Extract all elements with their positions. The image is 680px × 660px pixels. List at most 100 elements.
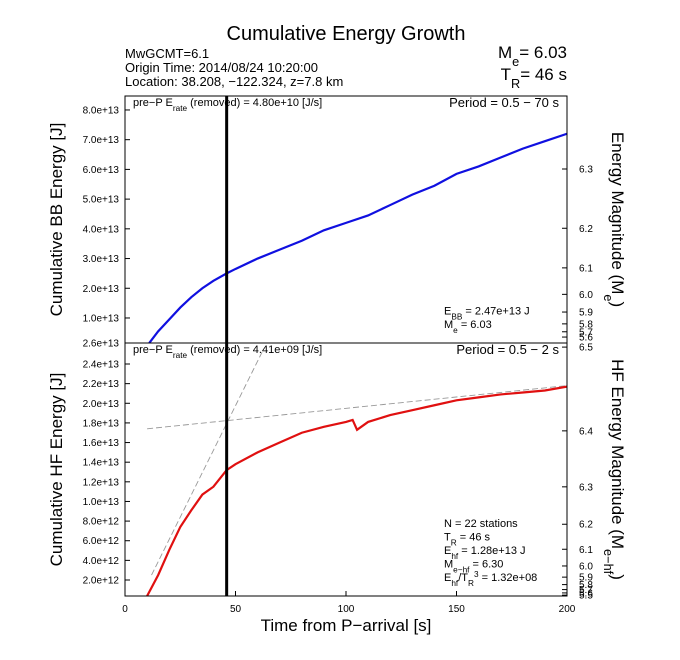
- y2-axis-label-part: ): [608, 301, 627, 307]
- note-part: M: [444, 319, 453, 331]
- y-tick-label: 2.4e+13: [83, 360, 120, 371]
- y2-axis-label: Energy Magnitude (Me): [602, 132, 628, 307]
- note-part: 3: [474, 570, 479, 579]
- chart-title: Cumulative Energy Growth: [227, 23, 466, 45]
- y2-tick-label: 6.2: [579, 224, 593, 235]
- y-tick-label: 6.0e+12: [83, 536, 120, 547]
- rupture-time: TR= 46 s: [501, 65, 567, 91]
- y-tick-label: 7.0e+13: [83, 135, 120, 146]
- y2-tick-label: 5.7: [579, 327, 593, 338]
- note-part: hf: [451, 579, 459, 588]
- x-tick-label: 50: [230, 604, 242, 615]
- y2-tick-label: 5.6: [579, 588, 593, 599]
- y2-tick-label: 5.9: [579, 308, 593, 319]
- pre-p-rate-part: pre−P E: [133, 344, 173, 356]
- energy-curve: [146, 385, 567, 596]
- y2-tick-label: 6.2: [579, 520, 593, 531]
- pre-p-rate-part: (removed) = 4.80e+10 [J/s]: [187, 97, 322, 109]
- rupture-time-part: R: [511, 76, 520, 91]
- note-part: M: [444, 559, 453, 571]
- y2-tick-label: 5.9: [579, 573, 593, 584]
- y-tick-label: 3.0e+13: [83, 254, 120, 265]
- y2-axis-label: HF Energy Magnitude (Me−hf): [602, 359, 628, 580]
- y-tick-label: 4.0e+12: [83, 556, 120, 567]
- y2-tick-label: 5.7: [579, 585, 593, 596]
- note: Me = 6.03: [444, 319, 492, 335]
- y-tick-label: 1.8e+13: [83, 418, 120, 429]
- info-line: MwGCMT=6.1: [125, 46, 209, 61]
- period: Period = 0.5 − 70 s: [449, 95, 559, 110]
- rupture-time-part: = 46 s: [520, 65, 567, 84]
- pre-p-rate-part: rate: [173, 351, 188, 360]
- y2-tick-label: 6.0: [579, 561, 593, 572]
- reference-line: [147, 385, 567, 430]
- note-part: e−hf: [453, 565, 470, 574]
- note-part: = 46 s: [457, 532, 491, 544]
- note-part: R: [451, 538, 457, 547]
- note: EBB = 2.47e+13 J: [444, 306, 530, 322]
- y2-tick-label: 6.5: [579, 343, 593, 354]
- y2-tick-label: 6.1: [579, 263, 593, 274]
- y-tick-label: 8.0e+12: [83, 517, 120, 528]
- note-part: E: [444, 572, 451, 584]
- y2-tick-label: 5.8: [579, 319, 593, 330]
- y2-tick-label: 5.6: [579, 333, 593, 344]
- y2-tick-label: 6.4: [579, 426, 593, 437]
- pre-p-rate-part: pre−P E: [133, 97, 173, 109]
- y2-axis-label-part: e−hf: [602, 549, 617, 575]
- y-tick-label: 2.0e+12: [83, 575, 120, 586]
- y2-axis-label-part: e: [602, 294, 617, 301]
- note: Me−hf = 6.30: [444, 559, 503, 575]
- info-line: Origin Time: 2014/08/24 10:20:00: [125, 60, 318, 75]
- y-tick-label: 2.0e+13: [83, 284, 120, 295]
- note-part: = 1.32e+08: [479, 572, 538, 584]
- y2-tick-label: 5.8: [579, 580, 593, 591]
- energy-curve: [148, 132, 567, 343]
- y-tick-label: 1.0e+13: [83, 497, 120, 508]
- y-tick-label: 1.2e+13: [83, 477, 120, 488]
- reference-line: [151, 352, 263, 576]
- note-part: /T: [458, 572, 468, 584]
- note-part: E: [444, 545, 451, 557]
- y2-tick-label: 6.3: [579, 164, 593, 175]
- magnitude: Me= 6.03: [498, 43, 567, 69]
- note: N = 22 stations: [444, 518, 518, 530]
- y2-tick-label: 6.3: [579, 482, 593, 493]
- y2-axis-label-part: ): [608, 574, 627, 580]
- note: Ehf = 1.28e+13 J: [444, 545, 526, 561]
- note: TR = 46 s: [444, 532, 491, 548]
- note-part: = 1.28e+13 J: [458, 545, 525, 557]
- y-tick-label: 4.0e+13: [83, 224, 120, 235]
- note-part: = 6.03: [458, 319, 492, 331]
- y2-axis-label-part: Energy Magnitude (M: [608, 132, 627, 295]
- y2-tick-label: 6.1: [579, 545, 593, 556]
- y-tick-label: 1.6e+13: [83, 438, 120, 449]
- note-part: = 6.30: [469, 559, 503, 571]
- y-tick-label: 2.2e+13: [83, 379, 120, 390]
- magnitude-part: e: [512, 54, 519, 69]
- y-tick-label: 6.0e+13: [83, 165, 120, 176]
- note-part: = 2.47e+13 J: [462, 306, 529, 318]
- axes-frame: [124, 342, 568, 597]
- info-line: Location: 38.208, −122.324, z=7.8 km: [125, 74, 343, 89]
- y-tick-label: 1.0e+13: [83, 313, 120, 324]
- pre-p-rate: pre−P Erate (removed) = 4.80e+10 [J/s]: [133, 97, 322, 113]
- note-part: E: [444, 306, 451, 318]
- magnitude-part: M: [498, 43, 512, 62]
- y-tick-label: 1.4e+13: [83, 458, 120, 469]
- y-bottom-label: 2.6e+13: [83, 339, 120, 350]
- y-tick-label: 2.0e+13: [83, 399, 120, 410]
- y-axis-label: Cumulative BB Energy [J]: [47, 123, 66, 317]
- y2-tick-label: 5.5: [579, 591, 593, 602]
- y2-axis-label-part: HF Energy Magnitude (M: [608, 359, 627, 549]
- y-tick-label: 5.0e+13: [83, 195, 120, 206]
- note-part: BB: [451, 312, 463, 321]
- x-axis-label: Time from P−arrival [s]: [261, 616, 432, 635]
- x-tick-label: 0: [122, 604, 128, 615]
- note: Ehf/TR3 = 1.32e+08: [444, 570, 537, 588]
- pre-p-rate-part: (removed) = 4.41e+09 [J/s]: [187, 344, 322, 356]
- pre-p-rate-part: rate: [173, 104, 188, 113]
- rupture-time-part: T: [501, 65, 511, 84]
- x-tick-label: 100: [338, 604, 355, 615]
